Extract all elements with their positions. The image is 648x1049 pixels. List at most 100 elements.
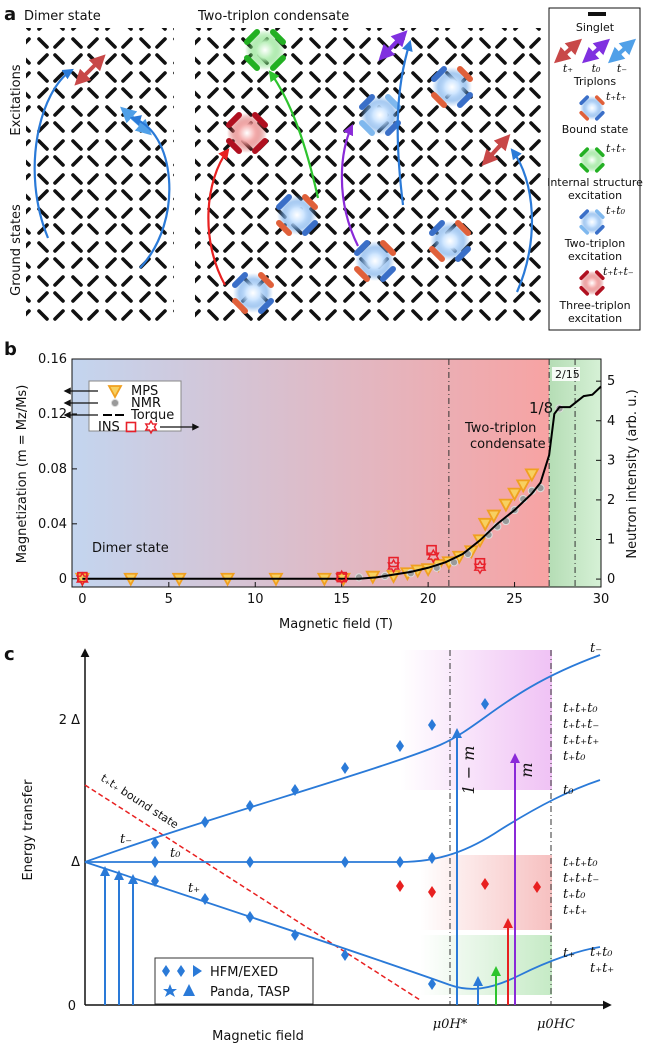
- branch-label: t₀: [170, 846, 181, 861]
- arrow-label: 1 − m: [459, 746, 478, 795]
- panel-label: c: [4, 644, 15, 665]
- bound-state: [277, 195, 317, 235]
- annotation: Two-triplon: [464, 421, 536, 436]
- triplon: [74, 54, 106, 86]
- row-label: Ground states: [9, 204, 24, 296]
- continuum: [420, 935, 552, 995]
- ins-point: [336, 571, 347, 583]
- mps-point: [524, 468, 540, 483]
- panel-label: b: [4, 339, 17, 360]
- panel-a: a Dimer state Two-triplon condensate Exc…: [4, 4, 643, 331]
- y-tick-label: Δ: [71, 855, 80, 870]
- ins-point: [75, 571, 89, 587]
- torque-line: [82, 385, 602, 580]
- mps-point: [498, 498, 514, 513]
- legend-label: Triplons: [573, 75, 616, 88]
- legend-label: Bound state: [562, 123, 629, 136]
- arrow-label: m: [517, 762, 536, 777]
- annotation: Dimer state: [92, 541, 169, 556]
- arrows: [33, 39, 534, 293]
- state-label: t₊t₊t₀: [563, 855, 598, 870]
- legend-marker: [162, 965, 202, 977]
- two-triplon: [360, 95, 400, 135]
- bound-state: [233, 273, 273, 313]
- panel-c: c 2 Δ Δ 0 μ0H* μ0HC Energy transfer Magn…: [4, 641, 614, 1044]
- x-axis-label: Magnetic field (T): [279, 617, 393, 632]
- legend-label: Torque: [130, 408, 174, 423]
- row-label: Excitations: [9, 64, 24, 135]
- panel-label: a: [4, 4, 16, 25]
- legend-label: t₋: [617, 62, 627, 75]
- internal-excitation: [245, 30, 285, 70]
- legend-label: t₀: [592, 62, 601, 75]
- mps-point: [486, 509, 502, 524]
- panel-b: b Magnetic field (T) Magnetization (m = …: [4, 339, 640, 632]
- y2-tick-label: 0: [607, 572, 615, 587]
- ins-point: [426, 544, 437, 556]
- legend-label: MPS: [131, 384, 158, 399]
- x-tick-label: 25: [506, 592, 523, 607]
- legend-label: HFM/EXED: [210, 965, 278, 980]
- state-label: t₊t₊t₋: [563, 717, 599, 732]
- y-tick-label: 0: [68, 999, 76, 1014]
- legend-label: excitation: [568, 312, 622, 325]
- state-label: t₊t₊t₊: [563, 733, 599, 748]
- branches: [84, 654, 601, 990]
- annotation-box: [552, 367, 580, 381]
- right-title: Two-triplon condensate: [197, 9, 349, 24]
- y2-tick-label: 2: [607, 493, 615, 508]
- x-tick-label: 30: [593, 592, 610, 607]
- legend-state: t₊t₊: [606, 90, 627, 103]
- mps-point: [507, 487, 523, 502]
- bound-state-line: [84, 784, 421, 1001]
- y2-tick-label: 3: [607, 453, 615, 468]
- triplon: [378, 30, 408, 61]
- legend-marker: [163, 984, 195, 997]
- bound-state: [430, 221, 470, 261]
- ins-point: [125, 421, 137, 433]
- state-label: t₊t₊: [563, 903, 587, 918]
- state-label: t₊t₊: [590, 961, 614, 976]
- y-tick-label: 0: [59, 572, 67, 587]
- mps-point: [515, 479, 531, 494]
- triplon: [553, 38, 583, 64]
- branch-label: t₀: [563, 783, 574, 798]
- branch-label: t₋: [120, 832, 132, 847]
- triplon: [607, 38, 637, 64]
- y-tick-label: 0.12: [38, 407, 67, 422]
- continuum: [420, 855, 552, 930]
- annotation: condensate: [470, 437, 546, 452]
- ins-point: [426, 548, 440, 564]
- bound-state: [578, 94, 606, 122]
- nmr-point: [354, 573, 364, 582]
- three-triplon: [578, 269, 606, 297]
- triplon: [581, 38, 611, 64]
- x-tick-label: 20: [420, 592, 437, 607]
- legend-state: t₊t₀: [606, 204, 626, 217]
- two-triplon: [578, 208, 606, 236]
- legend-label: excitation: [568, 250, 622, 263]
- state-label: t₊t₀: [590, 945, 613, 960]
- x-tick-label: 5: [165, 592, 173, 607]
- markers: [151, 698, 489, 990]
- markers: [396, 878, 541, 898]
- x-tick-label: 0: [78, 592, 86, 607]
- mps-point: [107, 385, 123, 399]
- continuum: [400, 650, 552, 790]
- y-axis-label: Energy transfer: [21, 779, 36, 881]
- y-tick-label: 0.08: [38, 462, 67, 477]
- excitation-arrows: [100, 728, 520, 1005]
- y2-tick-label: 4: [607, 414, 615, 429]
- nmr-point: [110, 398, 120, 408]
- state-label: t₊t₊t₀: [563, 701, 598, 716]
- bound-state: [355, 241, 395, 281]
- y2-tick-label: 1: [607, 533, 615, 548]
- y-tick-label: 2 Δ: [59, 713, 80, 728]
- legend-label: t₊: [563, 62, 573, 75]
- plot-frame: [71, 358, 602, 588]
- legend-label: INS: [98, 420, 120, 435]
- left-title: Dimer state: [24, 9, 101, 24]
- bound-state-label: t₊t₊ bound state: [98, 772, 181, 832]
- three-triplon: [227, 113, 267, 153]
